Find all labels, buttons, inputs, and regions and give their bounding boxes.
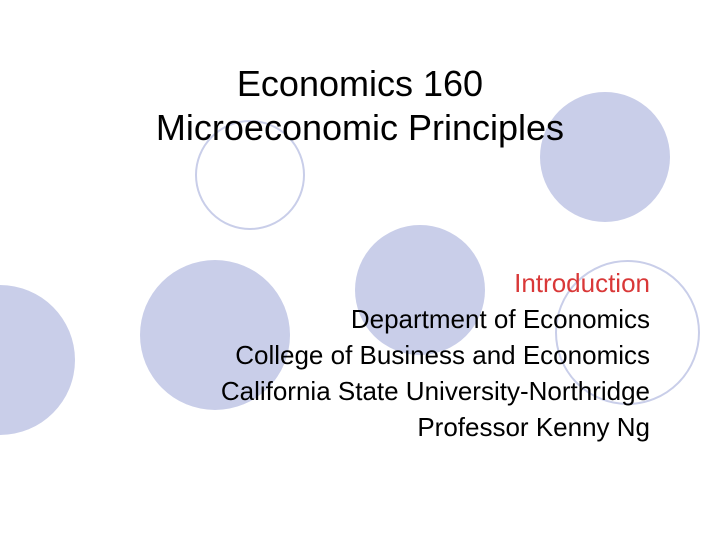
body-block: Introduction Department of EconomicsColl…	[50, 265, 650, 445]
intro-line: Introduction	[50, 265, 650, 301]
title-line-1: Economics 160	[0, 62, 720, 106]
body-line-1: College of Business and Economics	[50, 337, 650, 373]
title-block: Economics 160 Microeconomic Principles	[0, 62, 720, 150]
body-line-2: California State University-Northridge	[50, 373, 650, 409]
title-line-2: Microeconomic Principles	[0, 106, 720, 150]
body-lines: Department of EconomicsCollege of Busine…	[50, 301, 650, 445]
body-line-0: Department of Economics	[50, 301, 650, 337]
body-line-3: Professor Kenny Ng	[50, 409, 650, 445]
